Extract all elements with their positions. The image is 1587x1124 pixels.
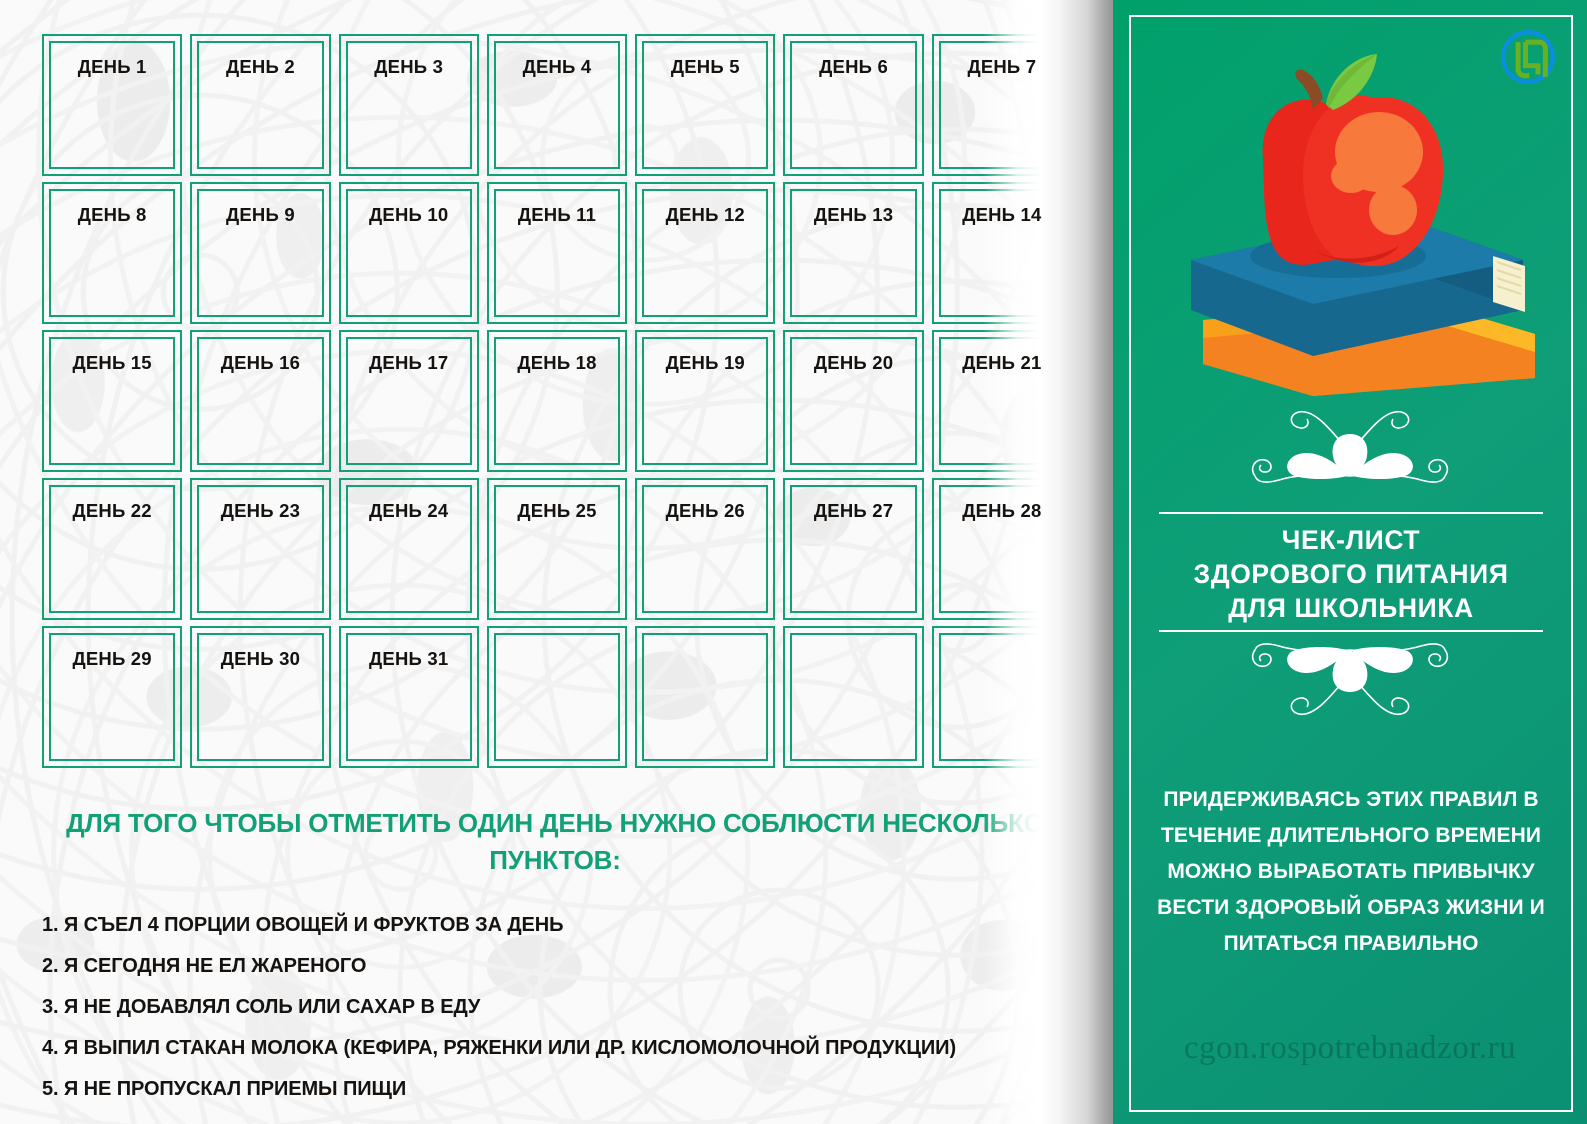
day-cell-label: ДЕНЬ 24 [369, 500, 449, 521]
day-cell-label: ДЕНЬ 5 [670, 56, 740, 77]
day-cell-label: ДЕНЬ 30 [220, 648, 301, 669]
checklist-item: 3. Я НЕ ДОБАВЛЯЛ СОЛЬ ИЛИ САХАР В ЕДУ [42, 995, 481, 1018]
day-cell-label: ДЕНЬ 13 [813, 204, 894, 225]
panel-note: ПРИДЕРЖИВАЯСЬ ЭТИХ ПРАВИЛ В ТЕЧЕНИЕ ДЛИТ… [1157, 788, 1545, 956]
panel-title-line-3: ДЛЯ ШКОЛЬНИКА [1228, 592, 1474, 623]
day-cell[interactable]: ДЕНЬ 9 [190, 182, 331, 324]
day-cell-label: ДЕНЬ 7 [967, 56, 1037, 77]
cover-panel: ЧЕК-ЛИСТ ЗДОРОВОГО ПИТАНИЯ ДЛЯ ШКОЛЬНИКА… [1113, 0, 1587, 1124]
checklist-block: ДЛЯ ТОГО ЧТОБЫ ОТМЕТИТЬ ОДИН ДЕНЬ НУЖНО … [40, 805, 1070, 1110]
day-cell[interactable] [783, 626, 924, 768]
checklist-items: 1. Я СЪЕЛ 4 ПОРЦИИ ОВОЩЕЙ И ФРУКТОВ ЗА Д… [40, 905, 1070, 1110]
floral-flourish-icon [1251, 643, 1449, 716]
day-cell[interactable]: ДЕНЬ 17 [338, 330, 479, 472]
day-cell-label: ДЕНЬ 18 [517, 352, 597, 373]
panel-title: ЧЕК-ЛИСТ ЗДОРОВОГО ПИТАНИЯ ДЛЯ ШКОЛЬНИКА [1137, 524, 1565, 626]
day-cell-label: ДЕНЬ 20 [813, 352, 894, 373]
panel-title-line-2: ЗДОРОВОГО ПИТАНИЯ [1193, 558, 1509, 589]
day-cell-label: ДЕНЬ 21 [962, 352, 1042, 373]
page-curl-shadow [983, 0, 1113, 1124]
day-cell[interactable]: ДЕНЬ 16 [190, 330, 331, 472]
day-cell[interactable]: ДЕНЬ 29 [42, 626, 183, 768]
day-cell-label: ДЕНЬ 8 [77, 204, 147, 225]
day-cell-label: ДЕНЬ 28 [962, 500, 1042, 521]
day-cell-label: ДЕНЬ 10 [369, 204, 449, 225]
day-cell[interactable]: ДЕНЬ 19 [635, 330, 776, 472]
day-cell[interactable]: ДЕНЬ 22 [42, 478, 183, 620]
day-cell[interactable]: ДЕНЬ 25 [486, 478, 628, 620]
title-rule-bottom [1159, 630, 1543, 632]
day-cell-label: ДЕНЬ 12 [665, 204, 745, 225]
day-cell[interactable]: ДЕНЬ 18 [486, 330, 628, 472]
day-cell[interactable]: ДЕНЬ 11 [486, 182, 628, 324]
day-cell[interactable]: ДЕНЬ 23 [190, 478, 331, 620]
day-cell[interactable]: ДЕНЬ 20 [783, 330, 924, 472]
title-rule-top [1159, 512, 1543, 514]
floral-flourish-icon [1251, 410, 1449, 483]
day-cell[interactable]: ДЕНЬ 26 [635, 478, 776, 620]
day-cell[interactable]: ДЕНЬ 30 [190, 626, 331, 768]
day-cell[interactable]: ДЕНЬ 31 [338, 626, 479, 768]
checklist-item: 2. Я СЕГОДНЯ НЕ ЕЛ ЖАРЕНОГО [42, 954, 367, 977]
day-cell-label: ДЕНЬ 25 [517, 500, 597, 521]
cgon-logo-icon [1501, 30, 1555, 84]
day-cell[interactable]: ДЕНЬ 8 [42, 182, 183, 324]
checklist-item: 5. Я НЕ ПРОПУСКАЛ ПРИЕМЫ ПИЩИ [42, 1077, 407, 1100]
panel-title-line-1: ЧЕК-ЛИСТ [1281, 525, 1421, 555]
day-cell-label: ДЕНЬ 15 [72, 352, 152, 373]
day-cell-label: ДЕНЬ 4 [522, 56, 592, 77]
day-cell-label: ДЕНЬ 19 [665, 352, 745, 373]
day-cell-label: ДЕНЬ 31 [369, 648, 449, 669]
checklist-item: 4. Я ВЫПИЛ СТАКАН МОЛОКА (КЕФИРА, РЯЖЕНК… [42, 1036, 957, 1059]
day-cell[interactable]: ДЕНЬ 6 [783, 34, 924, 176]
calendar-page: ДЕНЬ 1 ДЕНЬ 2 ДЕНЬ 3 ДЕНЬ 4 ДЕНЬ 5 ДЕНЬ 6 ДЕНЬ… [0, 0, 1113, 1124]
damask-swirl-overlay [0, 0, 1113, 1124]
day-cell[interactable] [635, 626, 776, 768]
day-cell[interactable]: ДЕНЬ 2 [190, 34, 331, 176]
day-cell-label: ДЕНЬ 3 [374, 56, 444, 77]
day-cell-label: ДЕНЬ 14 [962, 204, 1042, 225]
day-cell[interactable]: ДЕНЬ 15 [42, 330, 183, 472]
checklist-heading: ДЛЯ ТОГО ЧТОБЫ ОТМЕТИТЬ ОДИН ДЕНЬ НУЖНО … [66, 808, 1044, 875]
day-cell[interactable]: ДЕНЬ 4 [486, 34, 628, 176]
day-cell-label: ДЕНЬ 2 [226, 56, 295, 77]
checklist-item: 1. Я СЪЕЛ 4 ПОРЦИИ ОВОЩЕЙ И ФРУКТОВ ЗА Д… [42, 913, 564, 936]
day-cell-label: ДЕНЬ 6 [819, 56, 888, 77]
day-cell[interactable]: ДЕНЬ 3 [338, 34, 479, 176]
day-cell[interactable]: ДЕНЬ 13 [783, 182, 924, 324]
day-cell-label: ДЕНЬ 11 [517, 204, 597, 225]
watermark-url: cgon.rospotrebnadzor.ru [1183, 1030, 1517, 1066]
day-cell-label: ДЕНЬ 9 [226, 204, 295, 225]
day-cell-label: ДЕНЬ 26 [665, 500, 745, 521]
day-cell[interactable] [486, 626, 628, 768]
day-cell[interactable]: ДЕНЬ 10 [338, 182, 479, 324]
day-cell-label: ДЕНЬ 27 [813, 500, 894, 521]
day-cell[interactable]: ДЕНЬ 12 [635, 182, 776, 324]
day-cell[interactable]: ДЕНЬ 5 [635, 34, 776, 176]
day-cell-label: ДЕНЬ 29 [72, 648, 152, 669]
day-cell-label: ДЕНЬ 22 [72, 500, 152, 521]
apple-on-books-icon [1191, 54, 1535, 396]
day-cell-label: ДЕНЬ 17 [369, 352, 449, 373]
day-cell[interactable]: ДЕНЬ 1 [42, 34, 183, 176]
day-cell-label: ДЕНЬ 16 [220, 352, 301, 373]
day-grid: ДЕНЬ 1 ДЕНЬ 2 ДЕНЬ 3 ДЕНЬ 4 ДЕНЬ 5 ДЕНЬ 6 ДЕНЬ… [42, 34, 1072, 768]
day-cell[interactable]: ДЕНЬ 24 [338, 478, 479, 620]
day-cell-label: ДЕНЬ 1 [77, 56, 147, 77]
day-cell[interactable]: ДЕНЬ 27 [783, 478, 924, 620]
day-cell-label: ДЕНЬ 23 [220, 500, 301, 521]
